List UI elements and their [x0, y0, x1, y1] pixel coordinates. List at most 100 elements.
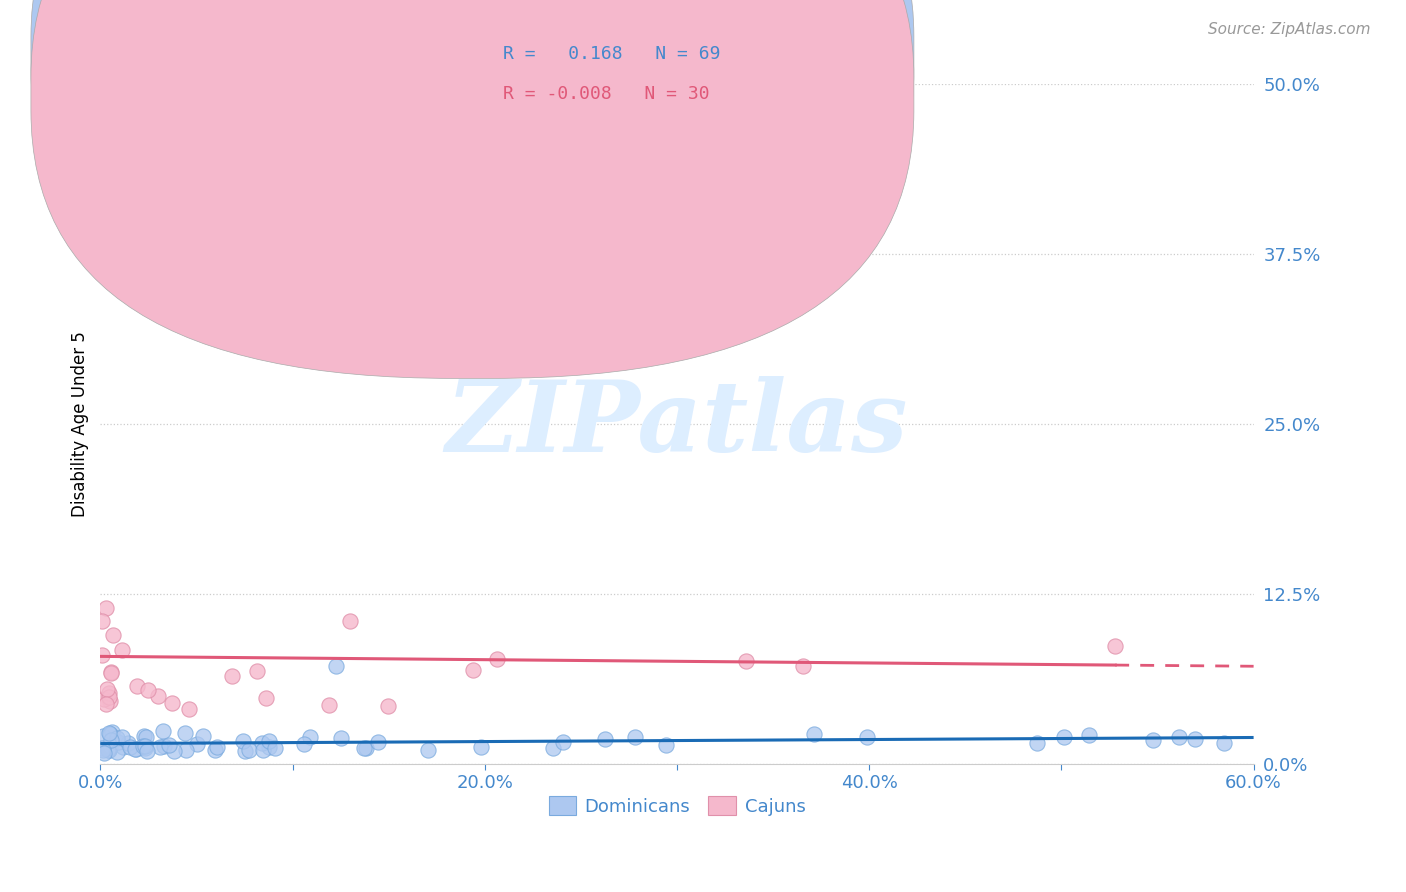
Point — [98, 739, 121, 754]
Point — [1142, 733, 1164, 747]
Point — [152, 739, 174, 753]
Point — [803, 727, 825, 741]
Point — [91, 614, 114, 628]
Point — [1184, 732, 1206, 747]
Point — [204, 743, 226, 757]
Point — [792, 658, 814, 673]
Point — [107, 735, 129, 749]
Point — [111, 642, 134, 657]
Point — [1104, 640, 1126, 654]
Legend: Dominicans, Cajuns: Dominicans, Cajuns — [541, 789, 813, 822]
Point — [551, 734, 574, 748]
Point — [124, 741, 146, 756]
Point — [264, 741, 287, 756]
Point — [292, 737, 315, 751]
Point — [624, 730, 647, 744]
Point — [118, 739, 141, 754]
Point — [205, 740, 228, 755]
Point — [377, 699, 399, 714]
Point — [162, 696, 184, 710]
Point — [232, 733, 254, 747]
Point — [163, 744, 186, 758]
Point — [157, 738, 180, 752]
Point — [461, 663, 484, 677]
Point — [111, 740, 134, 755]
Point — [416, 743, 439, 757]
Point — [136, 744, 159, 758]
Text: R =   0.168   N = 69: R = 0.168 N = 69 — [503, 45, 721, 62]
Point — [97, 686, 120, 700]
Point — [238, 743, 260, 757]
Point — [134, 729, 156, 743]
Point — [174, 743, 197, 757]
Point — [91, 743, 114, 757]
Point — [367, 735, 389, 749]
Text: DOMINICAN VS CAJUN DISABILITY AGE UNDER 5 CORRELATION CHART: DOMINICAN VS CAJUN DISABILITY AGE UNDER … — [77, 22, 813, 41]
Point — [329, 731, 352, 746]
Point — [93, 692, 115, 706]
Point — [125, 679, 148, 693]
Point — [1167, 730, 1189, 744]
Point — [132, 739, 155, 754]
Point — [143, 166, 166, 180]
Point — [97, 743, 120, 757]
Point — [174, 726, 197, 740]
Point — [148, 689, 170, 703]
Point — [91, 648, 114, 662]
Point — [353, 740, 375, 755]
Point — [1052, 730, 1074, 744]
Point — [735, 654, 758, 668]
Point — [593, 732, 616, 747]
Point — [655, 738, 678, 752]
Point — [135, 730, 157, 744]
Point — [98, 690, 121, 705]
Point — [486, 651, 509, 665]
Point — [221, 669, 243, 683]
Point — [98, 725, 121, 739]
Y-axis label: Disability Age Under 5: Disability Age Under 5 — [72, 331, 89, 517]
Point — [252, 736, 274, 750]
Point — [193, 729, 215, 743]
Point — [136, 683, 159, 698]
Point — [91, 729, 114, 743]
Point — [98, 694, 121, 708]
Point — [252, 743, 274, 757]
Point — [93, 746, 115, 760]
Point — [1213, 736, 1236, 750]
Point — [97, 743, 120, 757]
Point — [856, 731, 879, 745]
Point — [177, 702, 200, 716]
Point — [105, 731, 128, 745]
Point — [1026, 736, 1049, 750]
Point — [318, 698, 340, 713]
Point — [96, 682, 118, 697]
Point — [100, 733, 122, 747]
Point — [105, 745, 128, 759]
Point — [134, 739, 156, 754]
Point — [233, 744, 256, 758]
Point — [148, 739, 170, 754]
Text: R = -0.008   N = 30: R = -0.008 N = 30 — [503, 85, 710, 103]
Point — [100, 665, 122, 680]
Point — [298, 731, 321, 745]
Point — [254, 690, 277, 705]
Point — [1078, 728, 1101, 742]
Point — [257, 739, 280, 754]
Point — [125, 742, 148, 756]
Point — [246, 664, 269, 678]
Point — [257, 733, 280, 747]
Point — [339, 614, 361, 628]
Point — [354, 741, 377, 756]
Point — [152, 724, 174, 739]
Point — [100, 665, 122, 680]
Text: ZIPatlas: ZIPatlas — [446, 376, 908, 473]
Point — [103, 628, 125, 642]
Point — [470, 740, 492, 755]
Point — [186, 737, 208, 751]
Point — [117, 736, 139, 750]
Point — [94, 697, 117, 711]
Point — [325, 659, 347, 673]
Point — [97, 743, 120, 757]
Point — [94, 600, 117, 615]
Point — [543, 741, 565, 756]
